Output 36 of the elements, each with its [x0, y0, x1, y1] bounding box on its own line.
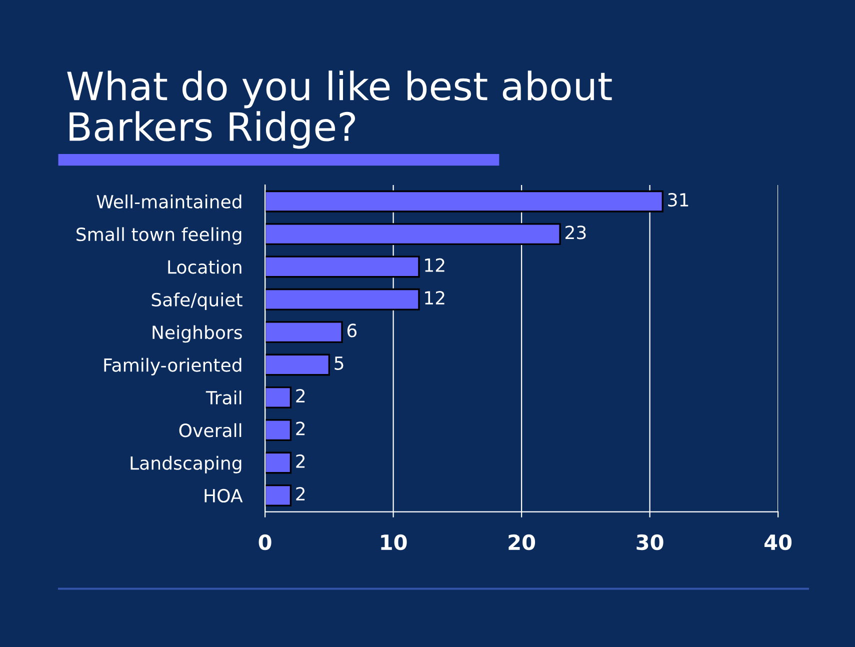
bar [265, 484, 292, 506]
y-tick-label: Trail [206, 390, 242, 405]
x-tick-label: 20 [508, 534, 536, 550]
data-label: 2 [296, 389, 305, 402]
bar [265, 452, 292, 474]
chart-title: What do you like best about Barkers Ridge? [67, 70, 612, 149]
x-tick-label: 10 [381, 534, 407, 550]
bar [265, 354, 330, 376]
bar [265, 223, 561, 246]
data-label: 2 [296, 454, 305, 468]
y-tick-label: Overall [179, 423, 242, 438]
bar [265, 419, 292, 442]
x-tick-label: 0 [258, 534, 272, 550]
bar [265, 321, 343, 344]
data-label: 6 [347, 324, 357, 338]
data-label: 5 [334, 356, 344, 370]
x-tick-label: 40 [764, 534, 792, 550]
data-label: 2 [296, 422, 305, 436]
data-label: 31 [668, 192, 688, 207]
y-tick-label: HOA [204, 488, 243, 503]
bar [265, 190, 664, 212]
y-tick-label: Family-oriented [104, 358, 242, 376]
data-label: 2 [296, 487, 305, 500]
bar [265, 386, 292, 408]
y-tick-label: Landscaping [130, 456, 242, 474]
bar [265, 256, 420, 278]
y-tick-label: Neighbors [152, 325, 242, 343]
data-label: 12 [425, 290, 444, 304]
x-tick-label: 30 [636, 534, 664, 550]
bar [265, 288, 420, 310]
y-tick-label: Safe/quiet [152, 292, 242, 310]
y-tick-label: Location [168, 260, 242, 274]
y-tick-label: Well-maintained [96, 194, 242, 208]
data-label: 23 [566, 226, 586, 240]
y-tick-label: Small town feeling [76, 227, 242, 245]
data-label: 12 [425, 258, 444, 272]
